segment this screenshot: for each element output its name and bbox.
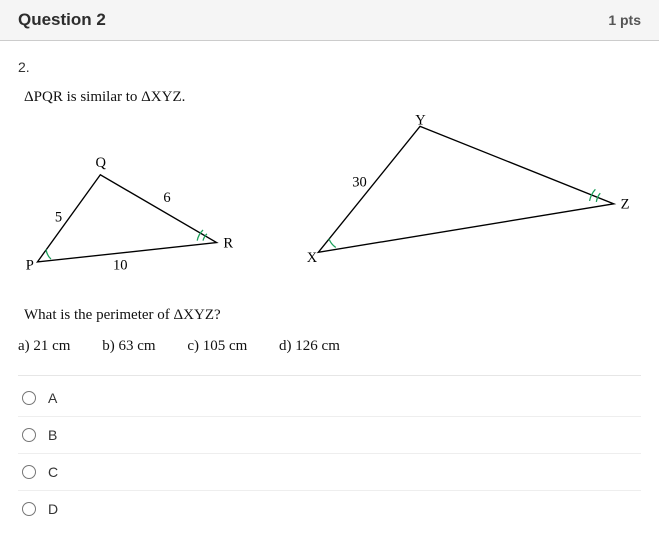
question-body: 2. ΔPQR is similar to ΔXYZ. P Q R 5 6 10… [0,41,659,545]
option-radio-a[interactable] [22,391,36,405]
option-row[interactable]: D [18,491,641,527]
side-label-pr: 10 [113,258,128,274]
triangles-diagram: P Q R 5 6 10 X Y Z 30 [18,114,638,284]
triangle-pqr [37,175,216,262]
vertex-label-y: Y [415,114,426,128]
vertex-label-q: Q [96,155,107,171]
side-label-pq: 5 [55,209,62,225]
option-label: C [48,464,58,480]
question-points: 1 pts [608,12,641,28]
option-label: D [48,501,58,517]
options-divider [18,375,641,376]
option-radio-b[interactable] [22,428,36,442]
option-radio-d[interactable] [22,502,36,516]
option-row[interactable]: A [18,380,641,417]
side-label-xy: 30 [352,174,367,190]
inline-answer-choices: a) 21 cm b) 63 cm c) 105 cm d) 126 cm [18,338,641,355]
question-stem: ΔPQR is similar to ΔXYZ. [24,89,641,106]
inline-choice-d: d) 126 cm [279,338,340,354]
sub-prompt: What is the perimeter of ΔXYZ? [24,307,641,324]
option-radio-c[interactable] [22,465,36,479]
inline-choice-b: b) 63 cm [102,338,155,354]
side-label-qr: 6 [163,190,170,206]
inline-choice-c: c) 105 cm [187,338,247,354]
question-header: Question 2 1 pts [0,0,659,41]
vertex-label-z: Z [621,197,630,213]
option-row[interactable]: C [18,454,641,491]
question-number: 2. [18,59,641,75]
question-title: Question 2 [18,10,106,30]
option-label: B [48,427,57,443]
option-label: A [48,390,57,406]
vertex-label-x: X [307,250,318,266]
angle-arc-x [329,239,336,248]
option-row[interactable]: B [18,417,641,454]
angle-arc-p [46,249,51,259]
inline-choice-a: a) 21 cm [18,338,70,354]
vertex-label-p: P [26,258,34,274]
vertex-label-r: R [223,235,233,251]
answer-options: A B C D [18,380,641,527]
